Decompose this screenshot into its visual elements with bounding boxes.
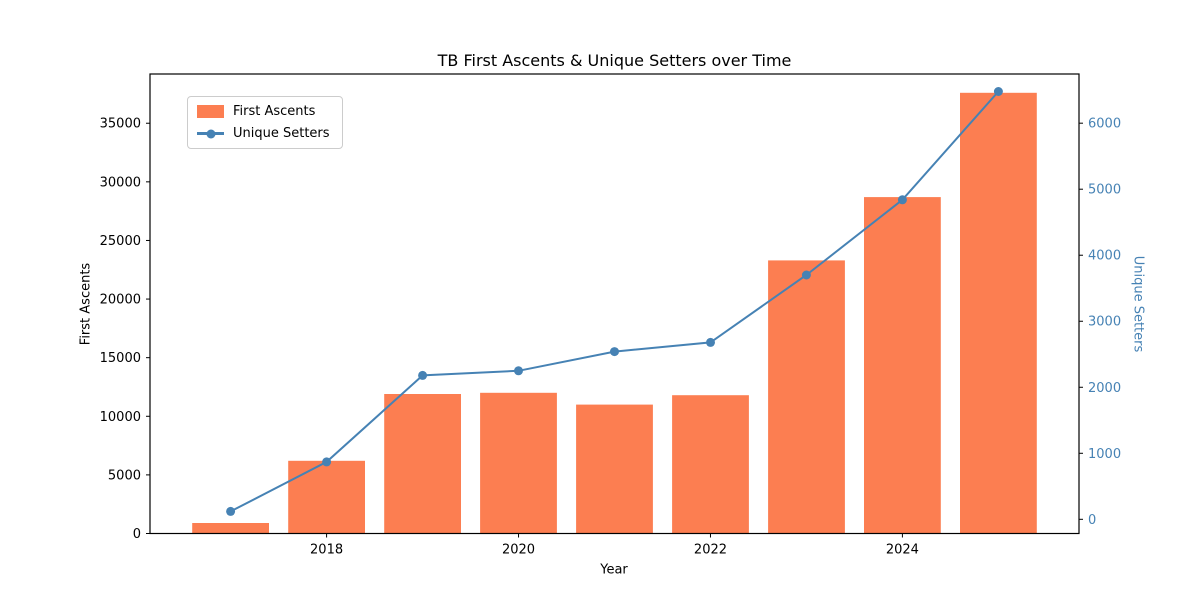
right-tick-label-6000: 6000 bbox=[1088, 117, 1121, 132]
left-tick-label-30000: 30000 bbox=[100, 175, 141, 190]
legend-label-unique-setters: Unique Setters bbox=[233, 126, 330, 141]
left-tick-label-0: 0 bbox=[133, 527, 141, 542]
line-point-2023 bbox=[801, 270, 811, 280]
right-tick-label-2000: 2000 bbox=[1088, 381, 1121, 396]
right-axis-label: Unique Setters bbox=[1130, 255, 1146, 353]
right-tick-label-0: 0 bbox=[1088, 513, 1096, 528]
bar-2020 bbox=[480, 392, 557, 534]
x-axis-label: Year bbox=[600, 562, 628, 578]
legend-item-first-ascents: First Ascents bbox=[197, 104, 330, 119]
bar-2019 bbox=[384, 394, 461, 534]
line-point-2021 bbox=[610, 347, 619, 357]
right-tick-label-3000: 3000 bbox=[1088, 315, 1121, 330]
left-axis-label: First Ascents bbox=[78, 262, 94, 346]
bar-2021 bbox=[576, 404, 653, 534]
line-marker-icon bbox=[206, 129, 215, 138]
left-tick-label-25000: 25000 bbox=[100, 234, 141, 249]
left-tick-label-20000: 20000 bbox=[100, 293, 141, 308]
left-tick-label-35000: 35000 bbox=[100, 117, 141, 132]
legend-label-first-ascents: First Ascents bbox=[233, 104, 316, 119]
line-point-2022 bbox=[706, 337, 715, 347]
x-tick-label-2024: 2024 bbox=[886, 543, 919, 558]
right-tick-label-5000: 5000 bbox=[1088, 183, 1121, 198]
bar-2017 bbox=[192, 523, 269, 534]
line-point-2025 bbox=[993, 87, 1003, 96]
line-point-2019 bbox=[418, 370, 428, 380]
x-tick-label-2022: 2022 bbox=[694, 543, 727, 558]
bar-2025 bbox=[960, 92, 1037, 534]
line-point-2018 bbox=[322, 457, 332, 467]
bar-2018 bbox=[288, 460, 365, 534]
left-tick-label-5000: 5000 bbox=[108, 468, 141, 483]
bar-2023 bbox=[768, 260, 845, 534]
axes-frame bbox=[149, 73, 1080, 535]
left-tick-label-15000: 15000 bbox=[100, 351, 141, 366]
line-point-2017 bbox=[226, 506, 236, 516]
legend: First Ascents Unique Setters bbox=[187, 96, 343, 149]
chart-title: TB First Ascents & Unique Setters over T… bbox=[437, 51, 792, 70]
right-tick-label-1000: 1000 bbox=[1088, 447, 1121, 462]
line-point-2024 bbox=[897, 195, 907, 205]
bar-swatch-icon bbox=[197, 105, 224, 118]
bar-2024 bbox=[864, 197, 941, 534]
line-swatch-icon bbox=[197, 129, 224, 138]
x-tick-label-2018: 2018 bbox=[310, 543, 343, 558]
x-tick-label-2020: 2020 bbox=[502, 543, 535, 558]
left-tick-label-10000: 10000 bbox=[100, 410, 141, 425]
line-point-2020 bbox=[514, 366, 523, 376]
legend-item-unique-setters: Unique Setters bbox=[197, 126, 330, 141]
bar-2022 bbox=[672, 395, 749, 534]
right-tick-label-4000: 4000 bbox=[1088, 249, 1121, 264]
